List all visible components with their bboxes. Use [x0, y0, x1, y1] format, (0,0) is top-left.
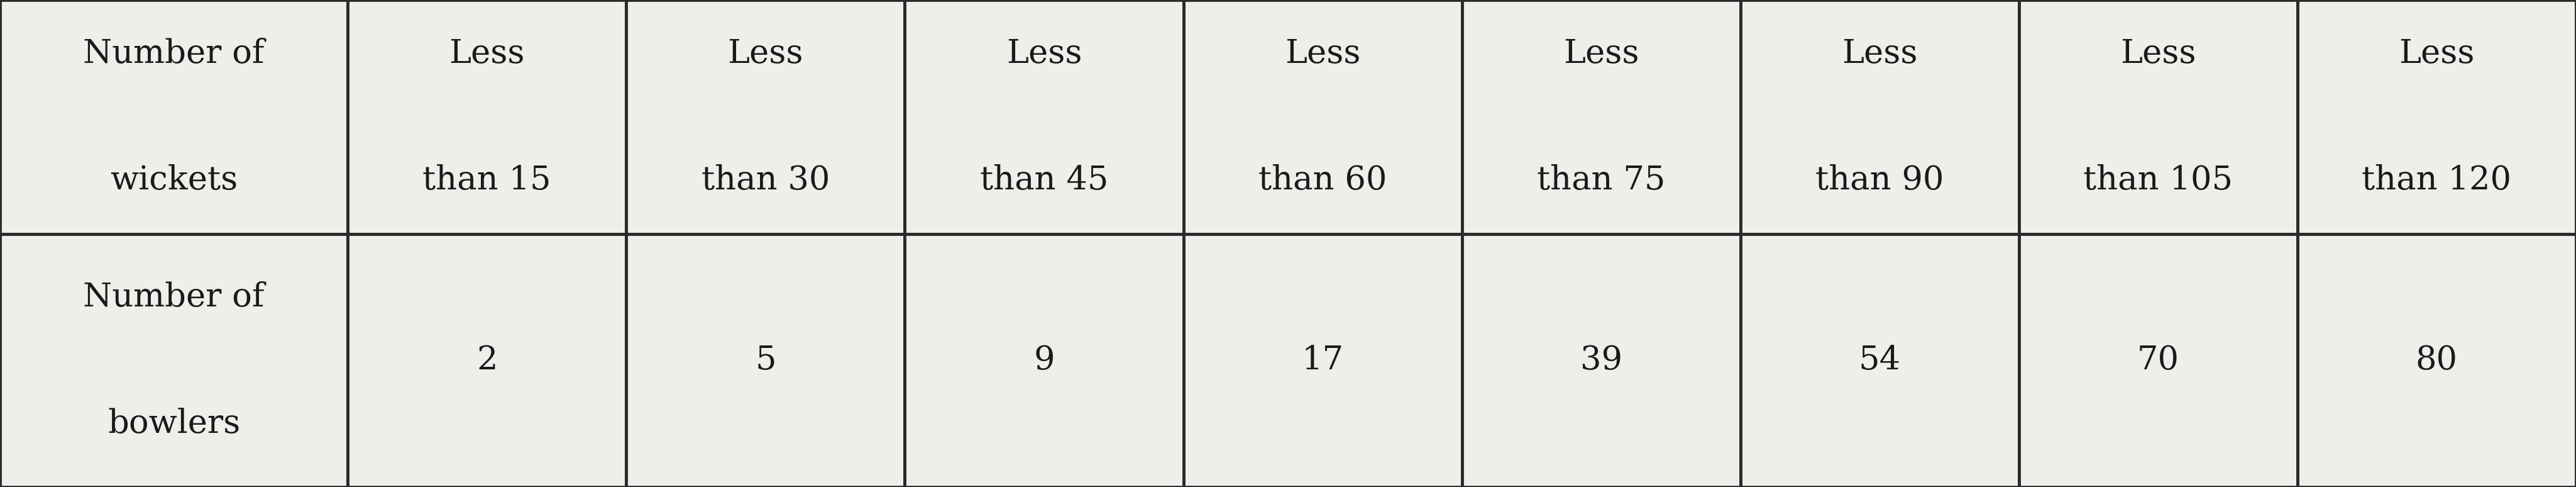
Text: Less: Less: [1564, 37, 1638, 70]
Text: Less: Less: [1842, 37, 1917, 70]
Text: Less: Less: [448, 37, 526, 70]
Text: than 15: than 15: [422, 164, 551, 196]
Text: Less: Less: [1007, 37, 1082, 70]
Text: than 60: than 60: [1260, 164, 1386, 196]
Text: Number of: Number of: [82, 281, 265, 313]
Text: than 120: than 120: [2362, 164, 2512, 196]
Text: than 30: than 30: [701, 164, 829, 196]
Bar: [1463, 0, 1741, 234]
Bar: [626, 0, 904, 234]
Bar: [2020, 0, 2298, 234]
Text: than 45: than 45: [979, 164, 1108, 196]
Bar: [0, 0, 348, 234]
Bar: [1741, 234, 2020, 487]
Bar: [626, 234, 904, 487]
Bar: [904, 234, 1182, 487]
Text: 70: 70: [2138, 344, 2179, 376]
Text: Less: Less: [2398, 37, 2476, 70]
Bar: [348, 0, 626, 234]
Bar: [1182, 0, 1463, 234]
Text: wickets: wickets: [111, 164, 237, 196]
Bar: [2298, 234, 2576, 487]
Text: 54: 54: [1857, 344, 1901, 376]
Bar: [2020, 234, 2298, 487]
Bar: [348, 234, 626, 487]
Text: 17: 17: [1301, 344, 1345, 376]
Text: 5: 5: [755, 344, 775, 376]
Text: 9: 9: [1033, 344, 1054, 376]
Bar: [904, 0, 1182, 234]
Text: than 75: than 75: [1538, 164, 1667, 196]
Text: Number of: Number of: [82, 37, 265, 70]
Bar: [2298, 0, 2576, 234]
Bar: [1741, 0, 2020, 234]
Text: 39: 39: [1579, 344, 1623, 376]
Bar: [1182, 234, 1463, 487]
Text: than 105: than 105: [2084, 164, 2233, 196]
Text: Less: Less: [726, 37, 804, 70]
Bar: [1463, 234, 1741, 487]
Text: Less: Less: [2120, 37, 2197, 70]
Text: Less: Less: [1285, 37, 1360, 70]
Bar: [0, 234, 348, 487]
Text: 2: 2: [477, 344, 497, 376]
Text: than 90: than 90: [1816, 164, 1945, 196]
Text: 80: 80: [2416, 344, 2458, 376]
Text: bowlers: bowlers: [108, 408, 240, 440]
